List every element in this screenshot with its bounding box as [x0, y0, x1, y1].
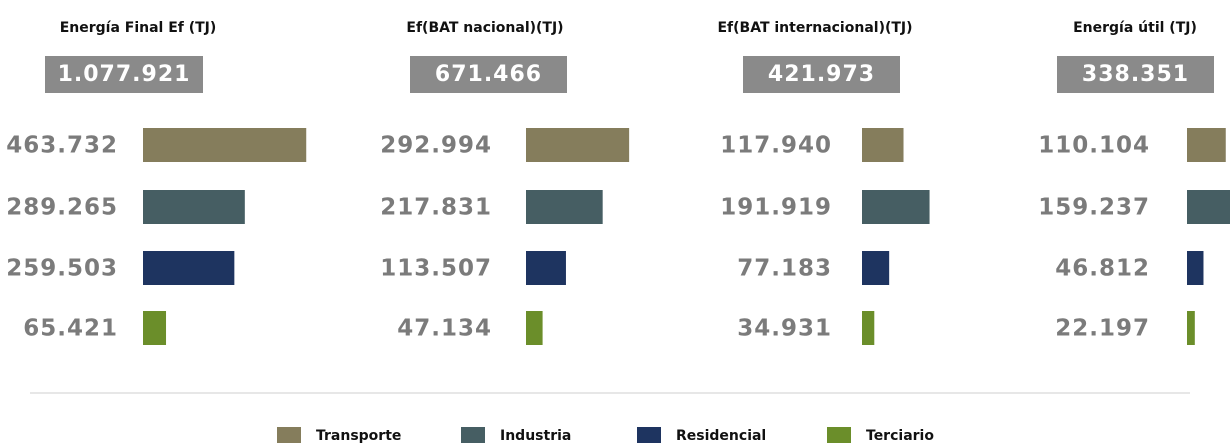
- panel-title: Energía Final Ef (TJ): [60, 20, 217, 36]
- bar: [862, 251, 890, 285]
- bar: [143, 190, 245, 224]
- total-box: [410, 56, 567, 93]
- legend-label: Terciario: [866, 428, 934, 443]
- value-label: 113.507: [380, 256, 492, 282]
- bar: [526, 311, 543, 345]
- value-label: 463.732: [6, 133, 118, 159]
- legend-swatch: [827, 427, 851, 443]
- panel-title: Energía útil (TJ): [1073, 20, 1197, 36]
- value-label: 47.134: [397, 316, 492, 342]
- legend-swatch: [277, 427, 301, 443]
- bar: [526, 190, 603, 224]
- legend-label: Transporte: [316, 428, 401, 443]
- legend-label: Industria: [500, 428, 571, 443]
- bar: [526, 251, 566, 285]
- value-label: 159.237: [1038, 195, 1150, 221]
- total-box: [1057, 56, 1214, 93]
- bar: [862, 190, 930, 224]
- panel-title: Ef(BAT nacional)(TJ): [406, 20, 563, 36]
- bar: [1187, 311, 1195, 345]
- legend-label: Residencial: [676, 428, 766, 443]
- value-label: 191.919: [720, 195, 832, 221]
- value-label: 65.421: [23, 316, 118, 342]
- value-label: 22.197: [1055, 316, 1150, 342]
- total-label: 338.351: [1082, 62, 1189, 87]
- total-label: 1.077.921: [58, 62, 191, 87]
- total-box: [743, 56, 900, 93]
- bar: [143, 128, 307, 162]
- bar: [862, 128, 904, 162]
- value-label: 217.831: [380, 195, 492, 221]
- value-label: 110.104: [1038, 133, 1150, 159]
- value-label: 46.812: [1055, 256, 1150, 282]
- legend-swatch: [461, 427, 485, 443]
- bar: [1187, 251, 1204, 285]
- total-label: 421.973: [768, 62, 875, 87]
- total-box: [45, 56, 203, 93]
- value-label: 292.994: [380, 133, 492, 159]
- value-label: 34.931: [737, 316, 832, 342]
- legend-swatch: [637, 427, 661, 443]
- bar: [143, 311, 167, 345]
- value-label: 77.183: [737, 256, 832, 282]
- panel-title: Ef(BAT internacional)(TJ): [717, 20, 912, 36]
- bar: [526, 128, 630, 162]
- value-label: 289.265: [6, 195, 118, 221]
- bar: [1187, 128, 1226, 162]
- value-label: 117.940: [720, 133, 832, 159]
- total-label: 671.466: [435, 62, 542, 87]
- bar: [1187, 190, 1230, 224]
- value-label: 259.503: [6, 256, 118, 282]
- bar: [143, 251, 235, 285]
- bar: [862, 311, 875, 345]
